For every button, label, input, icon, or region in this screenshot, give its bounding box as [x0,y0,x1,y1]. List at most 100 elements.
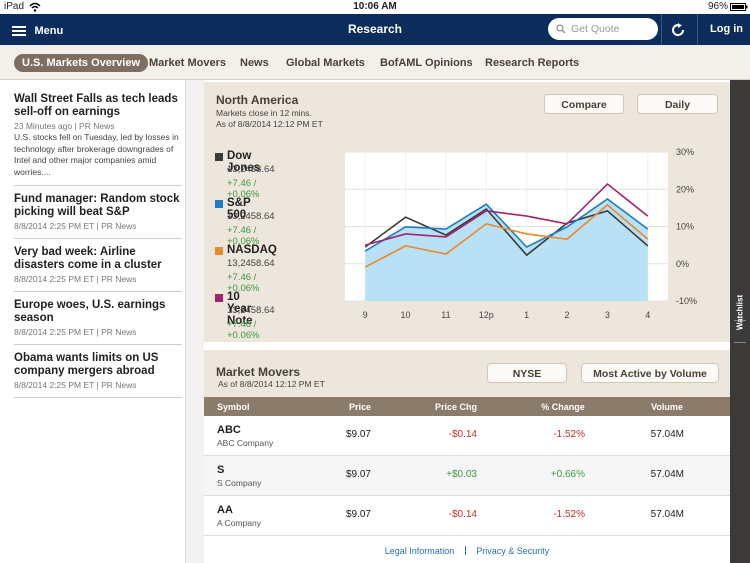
news-item[interactable]: Fund manager: Random stock picking will … [14,186,182,239]
symbol: ABC [217,424,241,436]
news-list: Wall Street Falls as tech leads sell-off… [0,80,186,563]
panel-title: Market Movers [216,365,301,379]
quote-change: +7.46 / +0.06% [227,178,260,200]
cell-pct: -1.52% [553,509,585,520]
chart: 30% 20% 10% 0% -10% 9 10 11 12p 1 2 3 4 [345,147,697,320]
news-item[interactable]: Wall Street Falls as tech leads sell-off… [14,80,182,186]
tab[interactable]: Global Markets [286,57,365,69]
battery-icon [730,3,748,11]
quote-change: +7.46 / +0.06% [227,319,260,341]
column-header: Symbol [217,402,250,412]
search-box[interactable]: Get Quote [548,18,658,40]
cell-price: $9.07 [345,469,371,480]
quote-price: 13,2458.64 [227,305,275,316]
y-tick-label: 0% [676,259,689,269]
x-tick-label: 9 [363,310,368,320]
footer-link[interactable]: Legal Information [384,546,455,556]
x-tick-label: 10 [401,310,411,320]
news-meta: 8/8/2014 2:25 PM ET | PR News [14,274,137,284]
news-headline: Fund manager: Random stock picking will … [14,193,180,218]
y-tick-label: 30% [676,147,694,157]
news-meta: 8/8/2014 2:25 PM ET | PR News [14,221,137,231]
y-tick-label: -10% [676,296,697,306]
news-summary: U.S. stocks fell on Tuesday, led by loss… [14,132,179,177]
line [364,207,649,257]
legend-swatch [215,200,223,208]
divider [697,14,698,45]
y-tick-label: 10% [676,222,694,232]
table-header: Symbol Price Price Chg % Change Volume [204,397,730,416]
page-title: Research [347,22,403,36]
tab[interactable]: Market Movers [149,57,227,69]
gutter [186,80,204,563]
tab[interactable]: BofAML Opinions [380,57,473,69]
search-placeholder: Get Quote [571,23,620,35]
x-tick-label: 1 [524,310,529,320]
panel-as-of: As of 8/8/2014 12:12 PM ET [216,119,323,129]
table-row[interactable]: AA A Company $9.07 -$0.14 -1.52% 57.04M [204,496,730,536]
tab-bar: U.S. Markets Overview Market Movers News Gl… [0,45,750,80]
cell-pct: +0.66% [550,469,585,480]
watchlist-label: Watchlist [735,294,745,331]
panel-title: North America [216,93,299,107]
menu-label: Menu [34,24,64,37]
refresh-button[interactable] [670,22,686,38]
north-america-panel: North America Markets close in 12 mins. … [204,82,730,342]
compare-button[interactable]: Compare [544,94,624,114]
line [364,203,649,268]
legend-swatch [215,294,223,302]
news-item[interactable]: Europe woes, U.S. earnings season 8/8/201… [14,292,182,345]
quote-change: +7.46 / +0.06% [227,272,260,294]
company: ABC Company [217,438,274,448]
grip [734,342,746,343]
column-header: Price [348,402,372,412]
symbol: AA [217,504,233,516]
tab[interactable]: U.S. Markets Overview [14,54,149,72]
symbol: S [217,464,225,476]
legend-swatch [215,247,223,255]
cell-change: -$0.14 [448,429,477,440]
battery-percent: 96% [708,1,729,12]
legend-label: S&P 500 [227,197,251,221]
market-movers-panel: Market Movers As of 8/8/2014 12:12 PM ET… [204,350,730,563]
line [364,182,649,246]
legend-label: NASDAQ [227,244,277,256]
wifi-icon [29,2,41,12]
x-tick-label: 12p [479,310,494,320]
news-headline: Very bad week: Airline disasters come in… [14,246,162,271]
news-item[interactable]: Obama wants limits on US company mergers… [14,345,182,398]
watchlist-tab[interactable]: Watchlist [730,80,750,563]
news-headline: Wall Street Falls as tech leads sell-off… [14,93,178,118]
login-button[interactable]: Log in [710,23,743,35]
company: A Company [217,518,261,528]
cell-price: $9.07 [345,509,371,520]
exchange-button[interactable]: NYSE [487,363,567,383]
area [365,198,648,301]
column-header: Price Chg [434,402,477,412]
footer-link[interactable]: Privacy & Security [476,546,550,556]
news-meta: 8/8/2014 2:25 PM ET | PR News [14,327,137,337]
quote-change: +7.46 / +0.06% [227,225,260,247]
x-tick-label: 2 [565,310,570,320]
line [364,197,649,252]
table-row[interactable]: ABC ABC Company $9.07 -$0.14 -1.52% 57.04M [204,416,730,456]
tab[interactable]: News [240,57,269,69]
menu-button[interactable]: Menu [12,22,63,40]
cell-pct: -1.52% [553,429,585,440]
legend-label: 10 Year Note [227,291,253,327]
sort-button[interactable]: Most Active by Volume [581,363,719,383]
legend-label: Dow Jones [227,150,261,174]
quote-price: 13,2458.64 [227,211,275,222]
table-row[interactable]: S S Company $9.07 +$0.03 +0.66% 57.04M [204,456,730,496]
search-icon [556,24,566,34]
news-meta: 8/8/2014 2:25 PM ET | PR News [14,380,137,390]
quote-price: 13,2458.64 [227,258,275,269]
cell-change: +$0.03 [446,469,477,480]
footer-separator [464,546,466,555]
cell-price: $9.07 [345,429,371,440]
daily-button[interactable]: Daily [637,94,718,114]
news-item[interactable]: Very bad week: Airline disasters come in… [14,239,182,292]
status-bar: iPad 10:06 AM 96% [0,0,750,14]
news-headline: Europe woes, U.S. earnings season [14,299,166,324]
tab[interactable]: Research Reports [485,57,580,69]
